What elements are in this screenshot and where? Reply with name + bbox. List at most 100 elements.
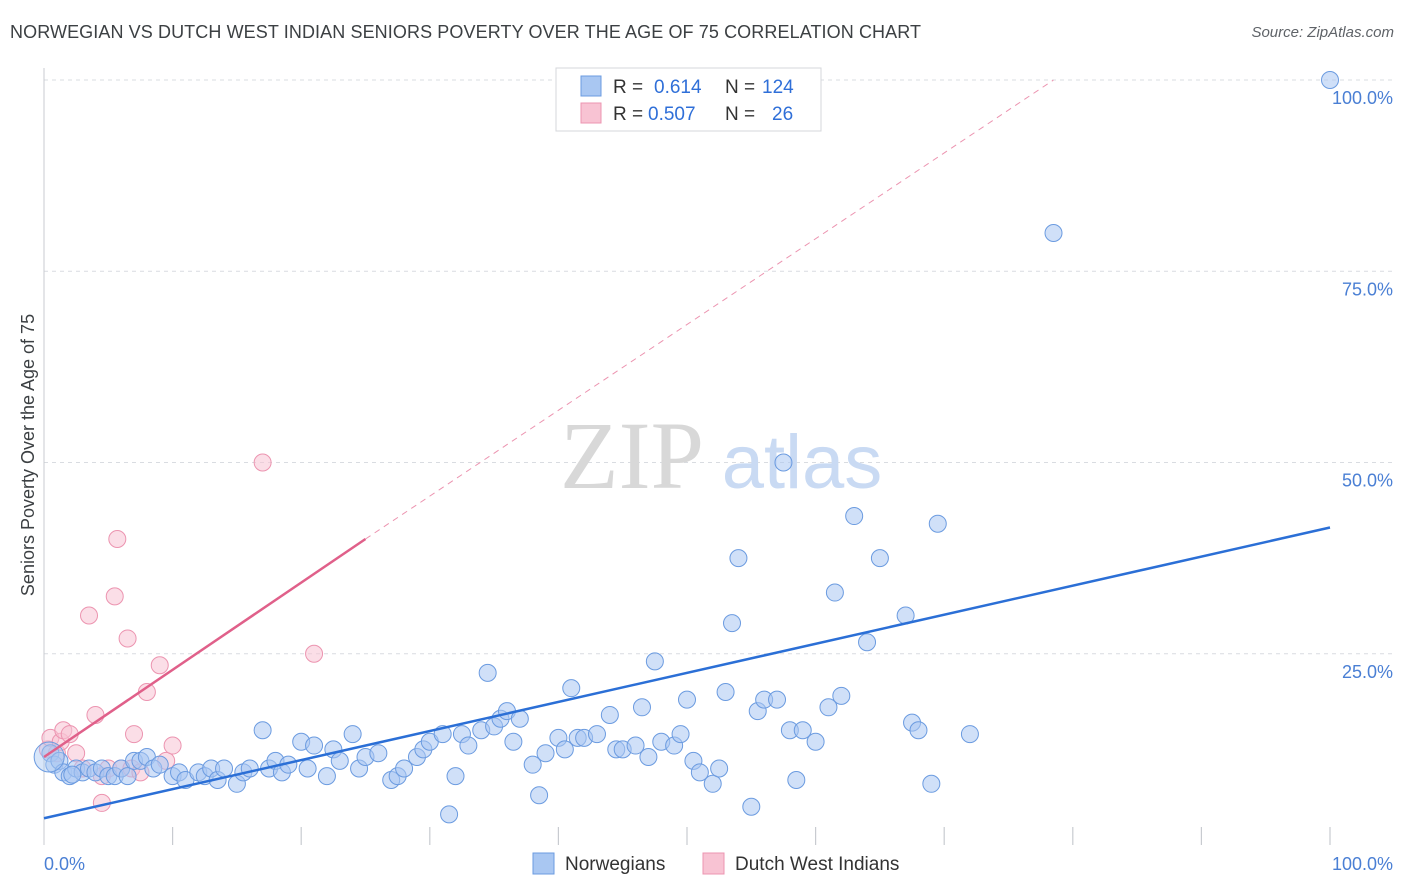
legend-n-label-2: N =: [725, 104, 755, 125]
norwegian-point-18: [150, 755, 169, 774]
norwegian-point-29: [240, 759, 259, 778]
legend-n-label-1: N =: [725, 77, 755, 98]
norwegian-point-93: [768, 690, 787, 709]
y-tick-label-1: 50.0%: [1342, 471, 1393, 491]
norwegian-point-52: [440, 805, 459, 824]
norwegian-point-47: [395, 759, 414, 778]
norwegian-point-37: [305, 736, 324, 755]
norwegian-trend-line: [43, 526, 1331, 820]
bottom-legend-label-norwegians: Norwegians: [565, 854, 665, 875]
watermark-zip: ZIP: [560, 402, 704, 509]
watermark: ZIP atlas: [560, 402, 882, 509]
legend-swatch-dutch: [580, 102, 602, 124]
norwegian-point-67: [555, 740, 574, 759]
legend-r-label-2: R =: [613, 104, 643, 125]
norwegian-point-30: [253, 721, 272, 740]
norwegian-point-111: [1044, 224, 1063, 242]
norwegian-point-102: [845, 507, 864, 526]
watermark-atlas: atlas: [722, 420, 883, 505]
norwegian-point-13: [118, 767, 137, 786]
norwegian-point-36: [298, 759, 317, 778]
dutch-trend-line: [43, 537, 367, 759]
legend-r-value-1: 0.614: [654, 77, 702, 98]
norwegian-point-72: [600, 705, 619, 724]
norwegian-point-113: [63, 765, 82, 784]
norwegian-point-98: [806, 732, 825, 751]
norwegian-point-77: [639, 748, 658, 767]
norwegian-point-64: [530, 786, 549, 805]
dutch-point-13: [105, 587, 124, 606]
dutch-point-23: [163, 736, 182, 755]
norwegian-point-100: [825, 583, 844, 602]
legend-r-value-2: 0.507: [648, 104, 696, 125]
tick-labels: 25.0% 50.0% 75.0% 100.0% 0.0% 100.0%: [44, 88, 1393, 874]
norwegian-point-108: [922, 774, 941, 793]
norwegian-point-109: [928, 514, 947, 533]
axes: [43, 68, 1331, 845]
chart-source: Source: ZipAtlas.com: [1251, 24, 1394, 41]
legend-n-value-1: 124: [762, 77, 794, 98]
norwegian-point-44: [369, 744, 388, 763]
top-legend: R = 0.614 N = 124 R = 0.507 N = 26: [555, 67, 822, 132]
bottom-legend: Norwegians Dutch West Indians: [532, 852, 899, 875]
norwegian-point-41: [343, 725, 362, 744]
norwegian-point-61: [504, 732, 523, 751]
norwegian-point-96: [787, 770, 806, 789]
legend-n-value-2: 26: [772, 104, 793, 125]
norwegian-point-38: [317, 767, 336, 786]
norwegian-point-89: [729, 549, 748, 568]
norwegian-point-88: [723, 614, 742, 633]
dutch-point-24: [253, 453, 272, 472]
norwegian-point-110: [960, 725, 979, 744]
x-tick-label-1: 100.0%: [1332, 854, 1393, 874]
norwegian-point-94: [774, 453, 793, 472]
norwegian-point-81: [671, 725, 690, 744]
norwegian-point-40: [330, 751, 349, 770]
bottom-legend-swatch-dutch: [702, 852, 725, 875]
norwegian-point-75: [626, 736, 645, 755]
norwegian-point-101: [832, 686, 851, 705]
norwegian-point-68: [562, 679, 581, 698]
bottom-legend-label-dutch: Dutch West Indians: [735, 854, 899, 875]
norwegian-point-82: [678, 690, 696, 709]
norwegian-point-86: [710, 759, 729, 778]
norwegian-point-97: [793, 721, 812, 740]
legend-swatch-norwegians: [580, 75, 602, 97]
norwegian-point-84: [690, 763, 709, 782]
norwegian-point-57: [478, 663, 497, 682]
norwegian-point-76: [632, 698, 651, 717]
norwegian-point-53: [446, 767, 465, 786]
norwegian-point-65: [536, 744, 555, 763]
y-tick-label-3: 100.0%: [1332, 88, 1393, 108]
norwegian-point-85: [703, 774, 722, 793]
y-tick-label-2: 75.0%: [1342, 279, 1393, 299]
norwegian-point-87: [716, 683, 735, 701]
grid-lines: [44, 79, 1392, 655]
bottom-legend-swatch-norwegians: [532, 852, 555, 875]
dutch-point-8: [80, 606, 99, 625]
legend-r-label-1: R =: [613, 77, 643, 98]
trend-lines: [43, 79, 1331, 820]
dutch-point-6: [67, 744, 86, 763]
dutch-point-16: [118, 629, 137, 648]
norwegian-point-103: [858, 633, 877, 652]
norwegian-point-99: [819, 698, 838, 717]
dutch-point-21: [150, 656, 169, 675]
norwegian-point-78: [645, 652, 664, 671]
dutch-point-25: [305, 644, 324, 663]
dutch-point-18: [125, 725, 144, 744]
norwegian-point-107: [909, 721, 928, 740]
norwegian-point-55: [459, 736, 478, 755]
norwegian-point-26: [215, 759, 234, 778]
norwegian-point-71: [587, 725, 606, 744]
norwegian-point-63: [523, 755, 542, 774]
norwegian-point-104: [870, 549, 889, 568]
dutch-trend-extension: [365, 79, 1054, 540]
chart-title: NORWEGIAN VS DUTCH WEST INDIAN SENIORS P…: [10, 22, 922, 42]
y-axis-label: Seniors Poverty Over the Age of 75: [18, 314, 38, 596]
norwegian-point-112: [1321, 71, 1339, 89]
norwegian-point-90: [742, 797, 761, 816]
dutch-point-14: [108, 530, 127, 548]
y-tick-label-0: 25.0%: [1342, 662, 1393, 682]
